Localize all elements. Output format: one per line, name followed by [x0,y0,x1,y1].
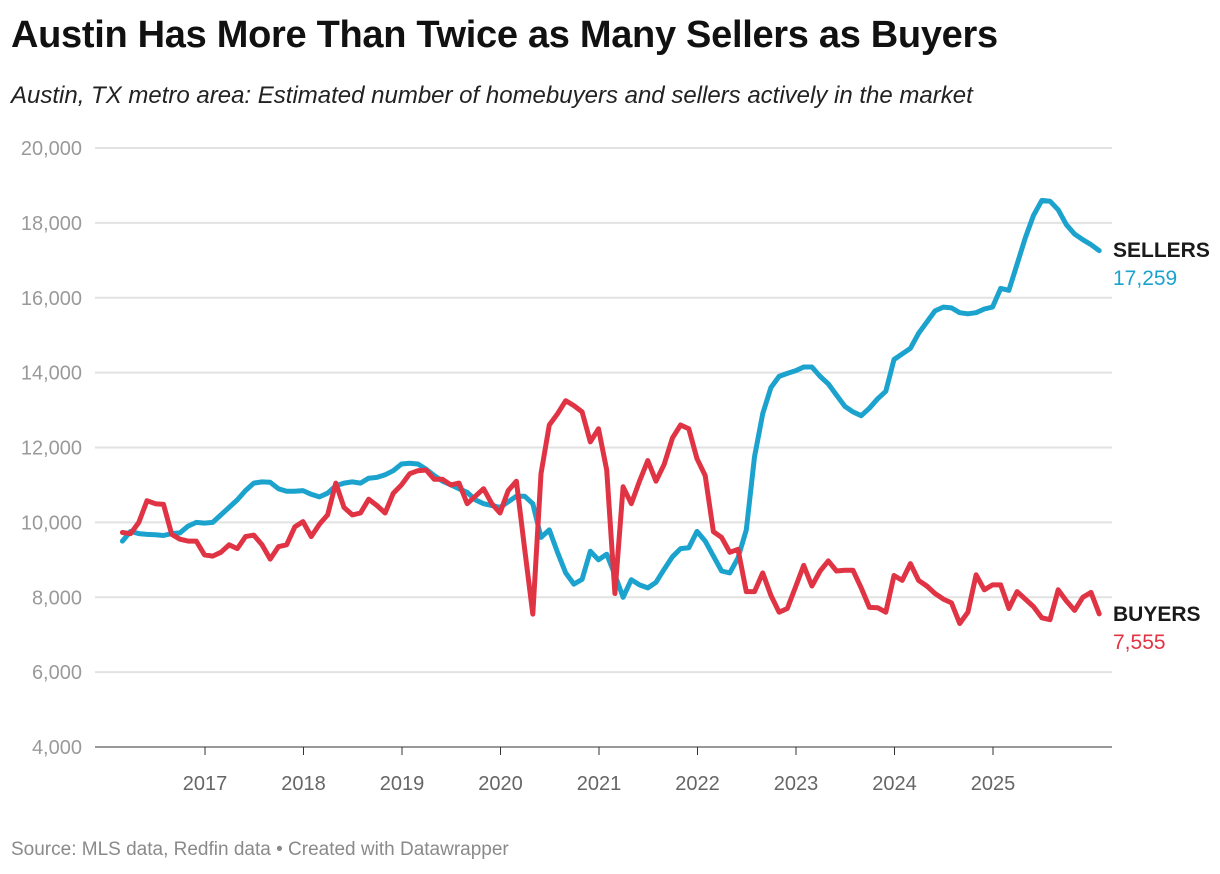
x-tick-label: 2020 [478,773,523,795]
y-tick-label: 14,000 [21,363,82,385]
y-tick-label: 20,000 [21,138,82,160]
y-tick-label: 10,000 [21,512,82,534]
series-name-label: BUYERS [1113,603,1201,626]
chart-subtitle: Austin, TX metro area: Estimated number … [11,82,973,109]
y-axis-ticks: 4,000 6,000 8,000 10,000 12,000 14,000 16,000 1… [21,138,82,759]
series-value-label: 7,555 [1113,631,1166,654]
source-note: Source: MLS data, Redfin data • Created … [11,839,509,860]
x-tick-label: 2023 [774,773,819,795]
series-value-label: 17,259 [1113,267,1177,290]
series-end-labels: SELLERS 17,259 BUYERS 7,555 [1113,239,1210,654]
x-tick-label: 2025 [971,773,1016,795]
gridlines [95,147,1112,748]
x-axis-ticks: 2017 2018 2019 2020 2021 2022 2023 2024 2025 [183,747,1016,795]
x-tick-label: 2017 [183,773,228,795]
x-tick-label: 2022 [675,773,720,795]
chart-title: Austin Has More Than Twice as Many Selle… [11,14,998,56]
series-lines [119,197,1102,626]
y-tick-label: 6,000 [32,662,82,684]
series-line-buyers [119,398,1102,626]
series-name-label: SELLERS [1113,239,1210,262]
y-tick-label: 16,000 [21,288,82,310]
x-tick-label: 2019 [380,773,425,795]
y-tick-label: 8,000 [32,587,82,609]
x-tick-label: 2024 [872,773,917,795]
x-tick-label: 2018 [281,773,326,795]
y-tick-label: 18,000 [21,213,82,235]
y-tick-label: 4,000 [32,737,82,759]
y-tick-label: 12,000 [21,438,82,460]
x-tick-label: 2021 [577,773,622,795]
